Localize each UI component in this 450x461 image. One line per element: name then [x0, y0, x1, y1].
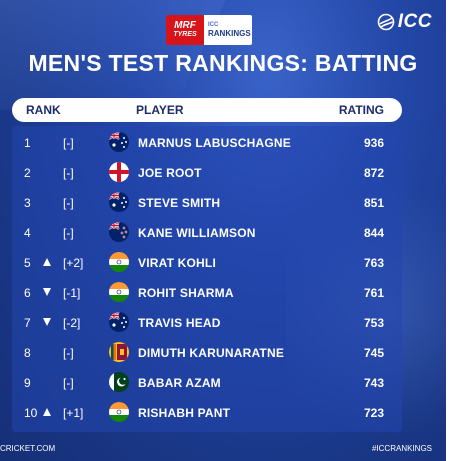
rank-number: 9: [24, 376, 31, 390]
table-row: 5 [+2] VIRAT KOHLI 763: [12, 247, 402, 277]
player-name: JOE ROOT: [138, 166, 202, 180]
header-rank: RANK: [26, 103, 61, 117]
player-rating: 761: [363, 286, 384, 300]
page-title: MEN'S TEST RANKINGS: BATTING: [28, 50, 418, 76]
rank-movement: [-1]: [63, 286, 81, 300]
icc-rankings-logo: ICC RANKINGS: [204, 15, 252, 45]
rank-number: 8: [24, 346, 31, 360]
player-name: DIMUTH KARUNARATNE: [138, 346, 285, 360]
player-name: VIRAT KOHLI: [138, 256, 216, 270]
icc-rankings-small-text: ICC: [208, 22, 219, 28]
rank-movement: [-]: [63, 376, 74, 390]
table-row: 2 [-] JOE ROOT 872: [12, 157, 402, 187]
player-rating: 872: [363, 166, 384, 180]
player-name: BABAR AZAM: [138, 376, 221, 390]
rank-number: 1: [24, 136, 31, 150]
rank-movement: [-]: [63, 226, 74, 240]
australia-flag-icon: [109, 192, 129, 212]
mrf-logo: MRF TYRES: [166, 15, 204, 45]
rank-number: 4: [24, 226, 31, 240]
icc-logo: ICC: [377, 11, 432, 33]
footer-source: CRICKET.COM: [0, 444, 56, 453]
australia-flag-icon: [109, 132, 129, 152]
rank-movement: [-]: [63, 346, 74, 360]
footer-hashtag: #ICCRANKINGS: [371, 444, 432, 453]
sri-lanka-flag-icon: [109, 342, 129, 362]
player-name: RISHABH PANT: [138, 406, 231, 420]
rank-number: 3: [24, 196, 31, 210]
table-header: RANK PLAYER RATING: [12, 98, 402, 122]
rank-number: 7: [24, 316, 31, 330]
rank-movement: [-2]: [63, 316, 81, 330]
india-flag-icon: [109, 282, 129, 302]
player-rating: 844: [363, 226, 384, 240]
player-name: MARNUS LABUSCHAGNE: [138, 136, 291, 150]
player-name: ROHIT SHARMA: [138, 286, 234, 300]
icc-logo-text: ICC: [397, 11, 432, 32]
player-rating: 936: [363, 136, 384, 150]
header-player: PLAYER: [136, 103, 184, 117]
india-flag-icon: [109, 402, 129, 422]
rank-up-icon: [43, 258, 51, 266]
rankings-table: 1 [-] MARNUS LABUSCHAGNE 936 2 [-] JOE ROOT 872…: [12, 126, 402, 432]
table-row: 4 [-] KANE WILLIAMSON 844: [12, 217, 402, 247]
rank-movement: [+1]: [63, 406, 84, 420]
rank-down-icon: [43, 318, 51, 326]
rank-number: 2: [24, 166, 31, 180]
player-rating: 851: [363, 196, 384, 210]
england-flag-icon: [109, 162, 129, 182]
australia-flag-icon: [109, 312, 129, 332]
player-rating: 763: [363, 256, 384, 270]
table-row: 6 [-1] ROHIT SHARMA 761: [12, 277, 402, 307]
table-row: 8 [-] DIMUTH KARUNARATNE 745: [12, 337, 402, 367]
rank-movement: [+2]: [63, 256, 84, 270]
player-rating: 723: [363, 406, 384, 420]
mrf-logo-subtext: TYRES: [173, 31, 197, 38]
table-row: 1 [-] MARNUS LABUSCHAGNE 936: [12, 127, 402, 157]
rank-movement: [-]: [63, 196, 74, 210]
rank-number: 6: [24, 286, 31, 300]
player-rating: 745: [363, 346, 384, 360]
table-row: 9 [-] BABAR AZAM 743: [12, 367, 402, 397]
rank-number: 5: [24, 256, 31, 270]
pakistan-flag-icon: [109, 372, 129, 392]
header-rating: RATING: [338, 103, 384, 117]
rank-down-icon: [43, 288, 51, 296]
player-name: STEVE SMITH: [138, 196, 221, 210]
player-rating: 743: [363, 376, 384, 390]
table-row: 10 [+1] RISHABH PANT 723: [12, 397, 402, 427]
icc-swirl-icon: [377, 13, 395, 31]
table-row: 7 [-2] TRAVIS HEAD 753: [12, 307, 402, 337]
player-rating: 753: [363, 316, 384, 330]
player-name: TRAVIS HEAD: [138, 316, 221, 330]
rank-movement: [-]: [63, 136, 74, 150]
rank-movement: [-]: [63, 166, 74, 180]
player-name: KANE WILLIAMSON: [138, 226, 256, 240]
new-zealand-flag-icon: [109, 222, 129, 242]
rank-up-icon: [43, 408, 51, 416]
sponsor-badge: MRF TYRES ICC RANKINGS: [166, 15, 252, 45]
rank-number: 10: [24, 406, 38, 420]
table-row: 3 [-] STEVE SMITH 851: [12, 187, 402, 217]
icc-rankings-text: RANKINGS: [208, 29, 251, 38]
mrf-logo-text: MRF: [174, 20, 196, 31]
india-flag-icon: [109, 252, 129, 272]
